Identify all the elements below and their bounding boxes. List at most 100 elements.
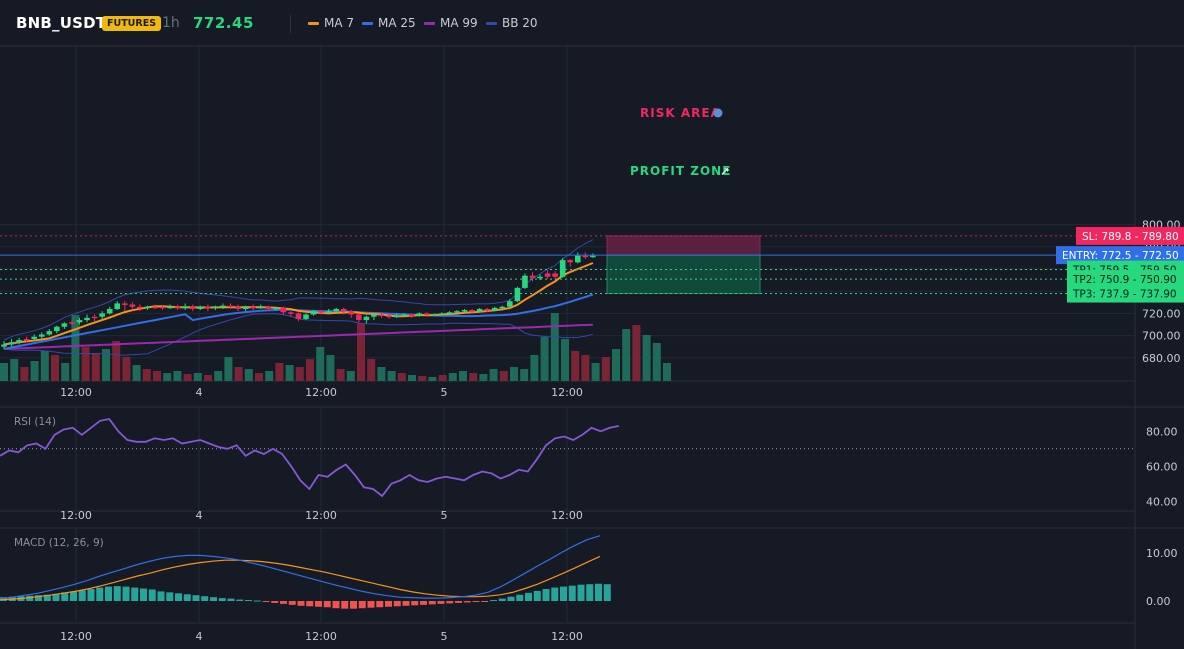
- candle-body: [16, 340, 22, 343]
- volume-bar: [142, 369, 151, 381]
- macd-histogram-bar: [376, 601, 384, 608]
- volume-bar: [510, 367, 518, 381]
- macd-histogram-bar: [420, 601, 427, 605]
- candle-body: [250, 306, 256, 309]
- macd-title: MACD (12, 26, 9): [14, 537, 104, 549]
- macd-histogram-bar: [297, 601, 305, 606]
- timeframe-label[interactable]: 1h: [162, 15, 180, 31]
- candle-body: [544, 273, 551, 277]
- volume-bar: [214, 371, 223, 381]
- macd-histogram-bar: [166, 592, 174, 601]
- volume-bar: [448, 373, 457, 381]
- volume-bar: [234, 367, 243, 381]
- header-divider: [290, 15, 291, 33]
- legend-ma25[interactable]: MA 25: [362, 16, 416, 30]
- time-tick: 12:00: [305, 386, 337, 399]
- volume-bar: [326, 355, 335, 381]
- candle-body: [189, 306, 196, 309]
- legend-ma99[interactable]: MA 99: [424, 16, 478, 30]
- volume-bar: [459, 371, 467, 381]
- bb20-swatch: [486, 21, 497, 25]
- volume-bar: [30, 361, 39, 381]
- candle-body: [144, 306, 151, 309]
- macd-histogram-bar: [113, 586, 121, 601]
- volume-bar: [489, 369, 498, 381]
- volume-bar: [622, 329, 631, 381]
- candle-body: [38, 334, 45, 337]
- macd-histogram-bar: [210, 597, 217, 601]
- ma99-line: [3, 323, 593, 350]
- macd-histogram-bar: [157, 591, 165, 601]
- volume-bar: [581, 355, 590, 381]
- candle-body: [325, 311, 332, 313]
- candle-body: [469, 310, 475, 312]
- macd-histogram-bar: [393, 601, 401, 607]
- candle-body: [212, 306, 219, 309]
- volume-bar: [112, 341, 121, 381]
- macd-histogram-bar: [280, 601, 287, 604]
- volume-bar: [102, 349, 110, 381]
- legend-ma7-label: MA 7: [324, 16, 355, 30]
- macd-histogram-bar: [595, 583, 602, 601]
- candle-body: [99, 313, 105, 317]
- volume-bar: [591, 363, 600, 381]
- tp2-tag-bg: [1067, 270, 1184, 289]
- candle-body: [76, 320, 83, 323]
- legend-bb20[interactable]: BB 20: [486, 16, 538, 30]
- symbol-name[interactable]: BNB_USDT: [16, 14, 107, 32]
- macd-histogram-bar: [218, 598, 226, 601]
- volume-bar: [438, 375, 447, 381]
- candle-body: [106, 308, 113, 314]
- macd-histogram-bar: [262, 601, 270, 602]
- macd-histogram-bar: [411, 601, 419, 606]
- macd-histogram-bar: [551, 587, 559, 601]
- candle-body: [182, 306, 188, 309]
- rsi-title: RSI (14): [14, 416, 56, 428]
- legend-ma7[interactable]: MA 7: [308, 16, 354, 30]
- candle-body: [205, 306, 211, 309]
- macd-histogram-bar: [183, 594, 191, 601]
- time-tick: 12:00: [60, 509, 92, 522]
- entry-tag: ENTRY: 772.5 - 772.50: [1062, 250, 1179, 262]
- macd-histogram-bar: [96, 587, 104, 601]
- candle-body: [348, 311, 355, 315]
- macd-histogram-bar: [350, 601, 357, 609]
- time-tick: 12:00: [305, 630, 337, 643]
- ma25-line: [3, 293, 594, 350]
- macd-histogram-bar: [227, 598, 235, 601]
- volume-bar: [367, 359, 376, 381]
- time-tick: 4: [196, 509, 203, 522]
- candle-body: [69, 322, 75, 324]
- candle-body: [378, 314, 385, 317]
- volume-bar: [265, 371, 274, 381]
- macd-histogram-bar: [323, 601, 331, 608]
- volume-bar: [561, 339, 569, 381]
- candle-body: [454, 311, 460, 313]
- macd-histogram-bar: [52, 593, 60, 601]
- candle-body: [295, 313, 302, 319]
- candle-body: [386, 315, 392, 318]
- time-tick: 4: [196, 630, 203, 643]
- candle-body: [61, 323, 68, 327]
- macd-histogram-bar: [428, 601, 436, 605]
- candle-body: [371, 314, 377, 317]
- macd-histogram-bar: [105, 586, 112, 601]
- volume-bar: [316, 347, 325, 381]
- candle-body: [23, 338, 30, 341]
- volume-bar: [418, 376, 427, 381]
- candle-body: [54, 326, 60, 332]
- volume-bar: [408, 375, 416, 381]
- candle-body: [137, 306, 143, 309]
- macd-histogram-bar: [490, 600, 497, 602]
- macd-histogram-bar: [498, 598, 506, 601]
- volume-bar: [428, 377, 437, 381]
- macd-histogram-bar: [568, 585, 576, 601]
- futures-badge: FUTURES: [102, 16, 162, 31]
- volume-bar: [663, 363, 671, 381]
- volume-bar: [530, 355, 539, 381]
- volume-bar: [275, 363, 284, 381]
- volume-bar: [173, 371, 182, 381]
- macd-line: [0, 535, 601, 600]
- candle-body: [242, 306, 249, 309]
